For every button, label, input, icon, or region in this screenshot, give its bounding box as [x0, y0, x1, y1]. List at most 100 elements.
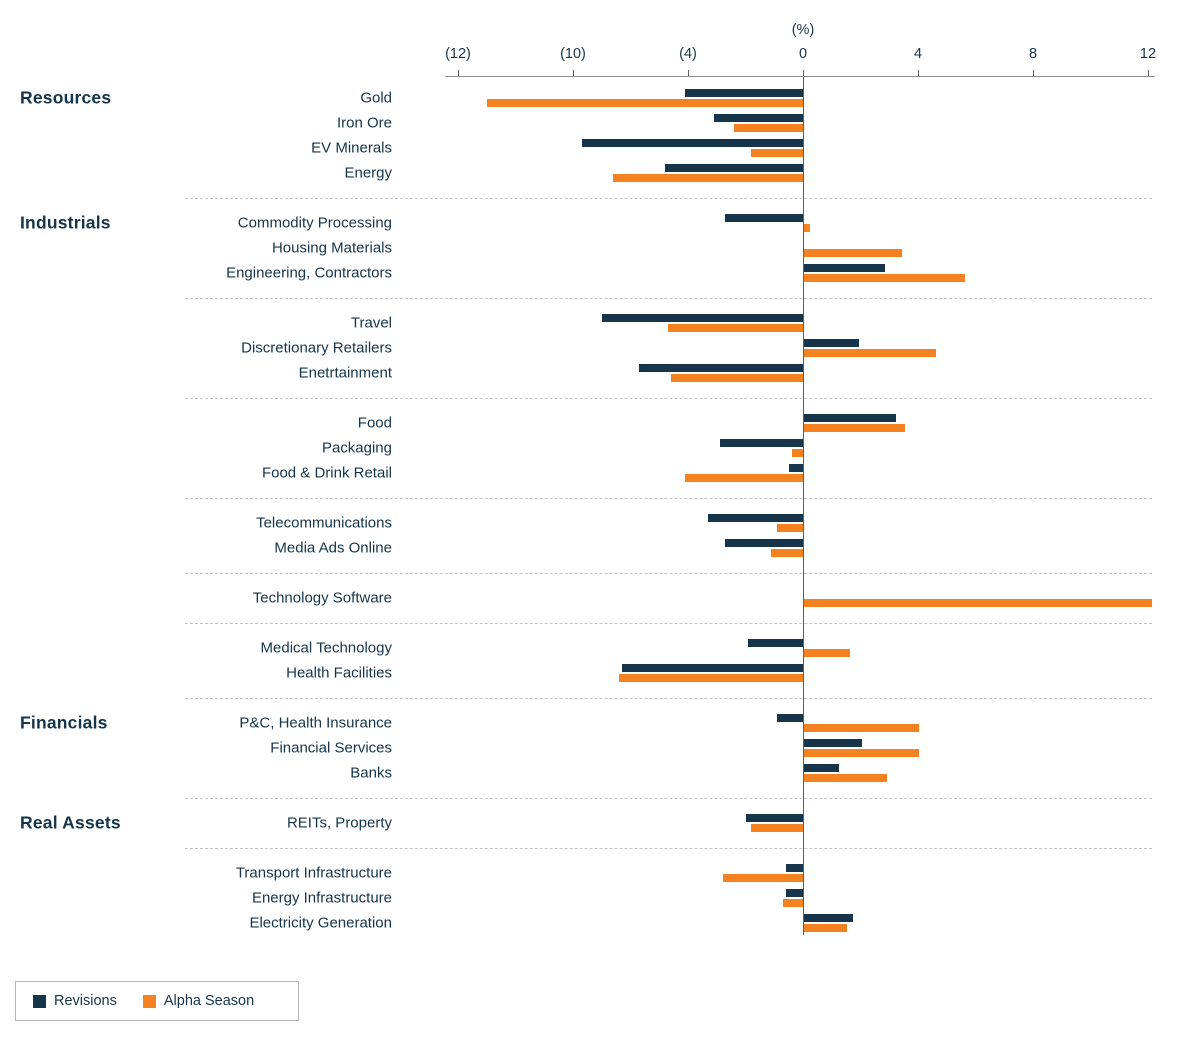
x-tick-label: (4)	[679, 46, 697, 62]
row-label: Medical Technology	[260, 639, 392, 657]
bar-alpha-season	[777, 524, 803, 532]
bar-revisions	[804, 739, 862, 747]
bar-revisions	[601, 314, 803, 322]
bar-alpha-season	[804, 724, 919, 732]
bar-revisions	[777, 714, 803, 722]
bar-alpha-season	[722, 874, 803, 882]
category-label: Resources	[20, 87, 112, 108]
x-tick-label: 12	[1139, 46, 1157, 62]
bar-alpha-season	[486, 99, 803, 107]
row-label: Gold	[360, 89, 392, 107]
group-separator	[185, 198, 1152, 199]
group-separator	[185, 798, 1152, 799]
row-label: Financial Services	[270, 739, 392, 757]
bar-alpha-season	[804, 774, 888, 782]
row-label: Health Facilities	[286, 664, 392, 682]
bar-revisions	[804, 764, 839, 772]
row-label: Housing Materials	[271, 239, 392, 257]
group-separator	[185, 848, 1152, 849]
bar-alpha-season	[804, 749, 919, 757]
bar-revisions	[685, 89, 803, 97]
bar-alpha-season	[804, 924, 848, 932]
group-separator	[185, 498, 1152, 499]
row-label: P&C, Health Insurance	[239, 714, 392, 732]
bar-alpha-season	[751, 824, 803, 832]
group-separator	[185, 298, 1152, 299]
x-tick-label: 0	[798, 46, 808, 62]
row-label: Electricity Generation	[249, 914, 392, 932]
row-label: Iron Ore	[336, 114, 392, 132]
bar-revisions	[788, 464, 803, 472]
bar-revisions	[581, 139, 803, 147]
bar-revisions	[785, 889, 803, 897]
bar-revisions	[745, 814, 803, 822]
x-tick-mark	[917, 70, 919, 76]
row-label: Media Ads Online	[274, 539, 392, 557]
x-tick-mark	[687, 70, 689, 76]
row-label: Telecommunications	[256, 514, 392, 532]
bar-alpha-season	[804, 224, 810, 232]
bar-alpha-season	[791, 449, 803, 457]
bar-alpha-season	[751, 149, 803, 157]
x-tick-mark	[572, 70, 574, 76]
x-tick-mark	[457, 70, 459, 76]
group-separator	[185, 398, 1152, 399]
x-tick-label: 8	[1028, 46, 1038, 62]
bar-alpha-season	[734, 124, 803, 132]
category-label: Real Assets	[20, 812, 121, 833]
bar-revisions	[639, 364, 803, 372]
category-label: Industrials	[20, 212, 111, 233]
x-tick-mark	[1032, 70, 1034, 76]
x-tick-label: (10)	[560, 46, 586, 62]
row-label: Travel	[350, 314, 392, 332]
bar-revisions	[748, 639, 803, 647]
bar-alpha-season	[804, 424, 905, 432]
bar-alpha-season	[667, 324, 803, 332]
row-label: Commodity Processing	[237, 214, 392, 232]
x-tick-label: 4	[913, 46, 923, 62]
axis-unit-label: (%)	[791, 22, 815, 38]
category-label: Financials	[20, 712, 108, 733]
group-separator	[185, 698, 1152, 699]
bar-revisions	[804, 914, 853, 922]
bar-alpha-season	[670, 374, 803, 382]
row-label: Engineering, Contractors	[226, 264, 392, 282]
bar-revisions	[719, 439, 803, 447]
bar-revisions	[804, 339, 859, 347]
bar-revisions	[804, 264, 885, 272]
bar-revisions	[665, 164, 803, 172]
zero-baseline	[803, 77, 804, 935]
legend-label: Alpha Season	[163, 993, 255, 1009]
bar-revisions	[708, 514, 803, 522]
bar-revisions	[713, 114, 803, 122]
bar-alpha-season	[804, 599, 1152, 607]
x-tick-mark	[1147, 70, 1149, 76]
bar-alpha-season	[804, 249, 902, 257]
row-label: Transport Infrastructure	[235, 864, 392, 882]
x-tick-label: (12)	[445, 46, 471, 62]
legend-label: Revisions	[54, 993, 117, 1009]
x-axis-line	[445, 76, 1155, 77]
bar-alpha-season	[619, 674, 803, 682]
bar-alpha-season	[782, 899, 803, 907]
row-label: REITs, Property	[286, 814, 392, 832]
legend-swatch-alpha-season	[142, 994, 156, 1008]
row-label: Food & Drink Retail	[261, 464, 392, 482]
group-separator	[185, 573, 1152, 574]
bar-alpha-season	[804, 349, 937, 357]
legend-item-alpha-season: Alpha Season	[142, 993, 255, 1009]
row-label: Food	[357, 414, 392, 432]
bar-alpha-season	[771, 549, 803, 557]
row-label: Discretionary Retailers	[241, 339, 392, 357]
bar-alpha-season	[613, 174, 803, 182]
bar-revisions	[785, 864, 803, 872]
row-label: Banks	[350, 764, 392, 782]
legend: Revisions Alpha Season	[15, 981, 299, 1021]
bar-revisions	[621, 664, 803, 672]
row-label: Packaging	[321, 439, 392, 457]
row-label: Energy Infrastructure	[251, 889, 392, 907]
row-label: Energy	[344, 164, 392, 182]
bar-alpha-season	[804, 274, 965, 282]
row-label: EV Minerals	[311, 139, 392, 157]
